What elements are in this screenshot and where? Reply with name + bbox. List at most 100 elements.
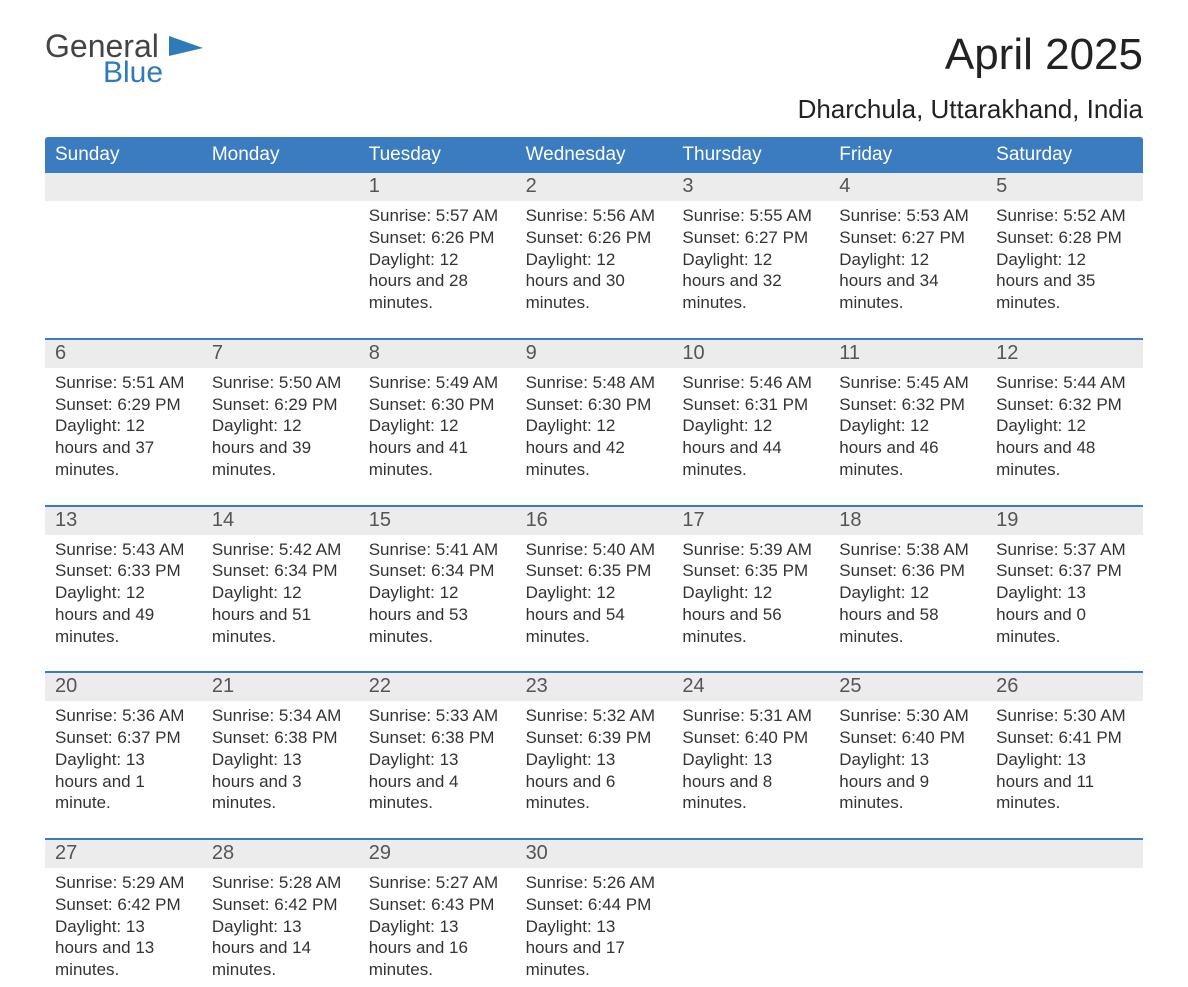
day-number: 1	[359, 173, 516, 201]
sunrise-line: Sunrise: 5:30 AM	[996, 705, 1133, 727]
day-cell: Sunrise: 5:26 AMSunset: 6:44 PMDaylight:…	[516, 868, 673, 987]
sunset-line: Sunset: 6:32 PM	[996, 394, 1133, 416]
day-cell: Sunrise: 5:27 AMSunset: 6:43 PMDaylight:…	[359, 868, 516, 987]
sunset-line: Sunset: 6:26 PM	[526, 227, 663, 249]
sunset-line: Sunset: 6:38 PM	[369, 727, 506, 749]
sunrise-line: Sunrise: 5:44 AM	[996, 372, 1133, 394]
day-number: 25	[829, 673, 986, 701]
day-cell: Sunrise: 5:32 AMSunset: 6:39 PMDaylight:…	[516, 701, 673, 820]
week-row: 12345Sunrise: 5:57 AMSunset: 6:26 PMDayl…	[45, 173, 1143, 320]
weekday-label: Wednesday	[516, 137, 673, 173]
day-number: 28	[202, 840, 359, 868]
daylight-line: Daylight: 12 hours and 32 minutes.	[682, 249, 819, 314]
day-number: 18	[829, 507, 986, 535]
day-cell	[672, 868, 829, 987]
sunrise-line: Sunrise: 5:31 AM	[682, 705, 819, 727]
daylight-line: Daylight: 13 hours and 16 minutes.	[369, 916, 506, 981]
daylight-line: Daylight: 12 hours and 56 minutes.	[682, 582, 819, 647]
daylight-line: Daylight: 13 hours and 13 minutes.	[55, 916, 192, 981]
week-row: 20212223242526Sunrise: 5:36 AMSunset: 6:…	[45, 671, 1143, 820]
day-cell: Sunrise: 5:31 AMSunset: 6:40 PMDaylight:…	[672, 701, 829, 820]
daylight-line: Daylight: 12 hours and 48 minutes.	[996, 415, 1133, 480]
sunset-line: Sunset: 6:28 PM	[996, 227, 1133, 249]
day-number: 26	[986, 673, 1143, 701]
day-cell: Sunrise: 5:36 AMSunset: 6:37 PMDaylight:…	[45, 701, 202, 820]
day-number: 4	[829, 173, 986, 201]
day-cell	[829, 868, 986, 987]
day-number: 15	[359, 507, 516, 535]
day-cell	[45, 201, 202, 320]
day-cell: Sunrise: 5:41 AMSunset: 6:34 PMDaylight:…	[359, 535, 516, 654]
sunrise-line: Sunrise: 5:37 AM	[996, 539, 1133, 561]
day-cell: Sunrise: 5:49 AMSunset: 6:30 PMDaylight:…	[359, 368, 516, 487]
sunset-line: Sunset: 6:40 PM	[839, 727, 976, 749]
sunrise-line: Sunrise: 5:38 AM	[839, 539, 976, 561]
day-number: 6	[45, 340, 202, 368]
day-cell: Sunrise: 5:46 AMSunset: 6:31 PMDaylight:…	[672, 368, 829, 487]
daylight-line: Daylight: 13 hours and 14 minutes.	[212, 916, 349, 981]
sunset-line: Sunset: 6:44 PM	[526, 894, 663, 916]
day-number: 29	[359, 840, 516, 868]
sunrise-line: Sunrise: 5:34 AM	[212, 705, 349, 727]
daylight-line: Daylight: 13 hours and 8 minutes.	[682, 749, 819, 814]
daylight-line: Daylight: 13 hours and 9 minutes.	[839, 749, 976, 814]
weekday-label: Tuesday	[359, 137, 516, 173]
weekday-label: Thursday	[672, 137, 829, 173]
day-number: 10	[672, 340, 829, 368]
daylight-line: Daylight: 12 hours and 53 minutes.	[369, 582, 506, 647]
sunrise-line: Sunrise: 5:43 AM	[55, 539, 192, 561]
sunset-line: Sunset: 6:26 PM	[369, 227, 506, 249]
daylight-line: Daylight: 13 hours and 4 minutes.	[369, 749, 506, 814]
day-cell: Sunrise: 5:55 AMSunset: 6:27 PMDaylight:…	[672, 201, 829, 320]
sunset-line: Sunset: 6:37 PM	[55, 727, 192, 749]
day-number: 20	[45, 673, 202, 701]
sunset-line: Sunset: 6:35 PM	[526, 560, 663, 582]
sunset-line: Sunset: 6:38 PM	[212, 727, 349, 749]
daylight-line: Daylight: 13 hours and 0 minutes.	[996, 582, 1133, 647]
day-number: 13	[45, 507, 202, 535]
day-cell: Sunrise: 5:48 AMSunset: 6:30 PMDaylight:…	[516, 368, 673, 487]
day-number: 24	[672, 673, 829, 701]
day-cell: Sunrise: 5:30 AMSunset: 6:40 PMDaylight:…	[829, 701, 986, 820]
sunrise-line: Sunrise: 5:32 AM	[526, 705, 663, 727]
weekday-header: SundayMondayTuesdayWednesdayThursdayFrid…	[45, 137, 1143, 173]
daylight-line: Daylight: 12 hours and 54 minutes.	[526, 582, 663, 647]
sunrise-line: Sunrise: 5:52 AM	[996, 205, 1133, 227]
day-number: 14	[202, 507, 359, 535]
sunrise-line: Sunrise: 5:57 AM	[369, 205, 506, 227]
sunrise-line: Sunrise: 5:33 AM	[369, 705, 506, 727]
day-cell: Sunrise: 5:28 AMSunset: 6:42 PMDaylight:…	[202, 868, 359, 987]
day-number: 9	[516, 340, 673, 368]
sunset-line: Sunset: 6:39 PM	[526, 727, 663, 749]
sunset-line: Sunset: 6:30 PM	[526, 394, 663, 416]
day-number	[986, 840, 1143, 868]
daylight-line: Daylight: 13 hours and 3 minutes.	[212, 749, 349, 814]
day-cell: Sunrise: 5:39 AMSunset: 6:35 PMDaylight:…	[672, 535, 829, 654]
daylight-line: Daylight: 12 hours and 30 minutes.	[526, 249, 663, 314]
day-number: 8	[359, 340, 516, 368]
sunrise-line: Sunrise: 5:39 AM	[682, 539, 819, 561]
day-number: 19	[986, 507, 1143, 535]
sunrise-line: Sunrise: 5:28 AM	[212, 872, 349, 894]
day-cell: Sunrise: 5:57 AMSunset: 6:26 PMDaylight:…	[359, 201, 516, 320]
sunset-line: Sunset: 6:31 PM	[682, 394, 819, 416]
week-row: 13141516171819Sunrise: 5:43 AMSunset: 6:…	[45, 505, 1143, 654]
day-cell: Sunrise: 5:56 AMSunset: 6:26 PMDaylight:…	[516, 201, 673, 320]
calendar: SundayMondayTuesdayWednesdayThursdayFrid…	[45, 137, 1143, 987]
sunset-line: Sunset: 6:29 PM	[55, 394, 192, 416]
sunset-line: Sunset: 6:41 PM	[996, 727, 1133, 749]
sunset-line: Sunset: 6:33 PM	[55, 560, 192, 582]
header: General Blue April 2025 Dharchula, Uttar…	[45, 30, 1143, 125]
day-number: 5	[986, 173, 1143, 201]
weekday-label: Saturday	[986, 137, 1143, 173]
sunrise-line: Sunrise: 5:48 AM	[526, 372, 663, 394]
day-cell: Sunrise: 5:29 AMSunset: 6:42 PMDaylight:…	[45, 868, 202, 987]
day-number: 27	[45, 840, 202, 868]
daynum-row: 20212223242526	[45, 673, 1143, 701]
weekday-label: Sunday	[45, 137, 202, 173]
day-number: 30	[516, 840, 673, 868]
daylight-line: Daylight: 13 hours and 11 minutes.	[996, 749, 1133, 814]
sunset-line: Sunset: 6:36 PM	[839, 560, 976, 582]
day-number: 17	[672, 507, 829, 535]
sunrise-line: Sunrise: 5:56 AM	[526, 205, 663, 227]
